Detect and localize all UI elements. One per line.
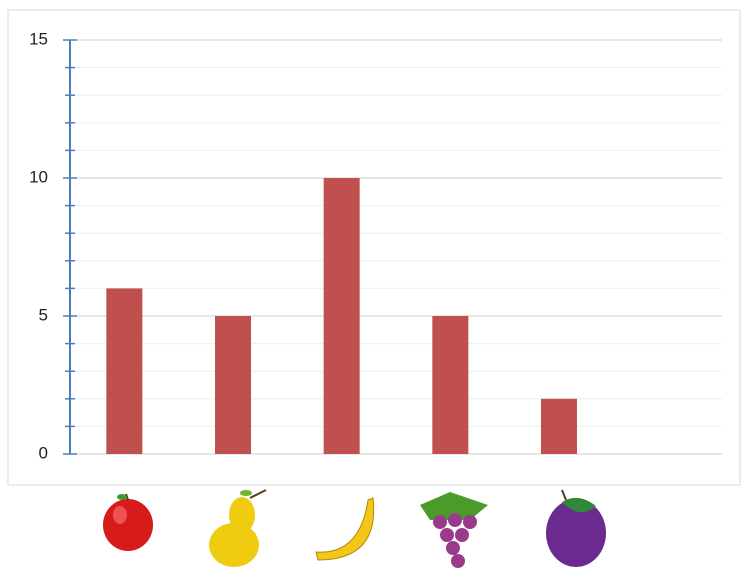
bar: [541, 398, 577, 454]
bar: [215, 316, 251, 454]
banana-icon: [315, 497, 375, 561]
y-tick-label: 15: [29, 29, 48, 48]
y-tick-label: 10: [29, 167, 48, 186]
apple-icon: [103, 493, 153, 551]
y-tick-label: 0: [39, 443, 48, 462]
plum-icon: [546, 489, 606, 567]
bar: [106, 288, 143, 454]
pear-icon: [209, 489, 267, 567]
bar: [432, 316, 469, 454]
bar: [323, 178, 360, 454]
grapes-icon: [420, 492, 488, 568]
grid: [70, 39, 722, 455]
bars: [106, 178, 577, 454]
y-tick-label: 5: [39, 305, 48, 324]
axis: 0 5 10 15: [29, 29, 77, 462]
